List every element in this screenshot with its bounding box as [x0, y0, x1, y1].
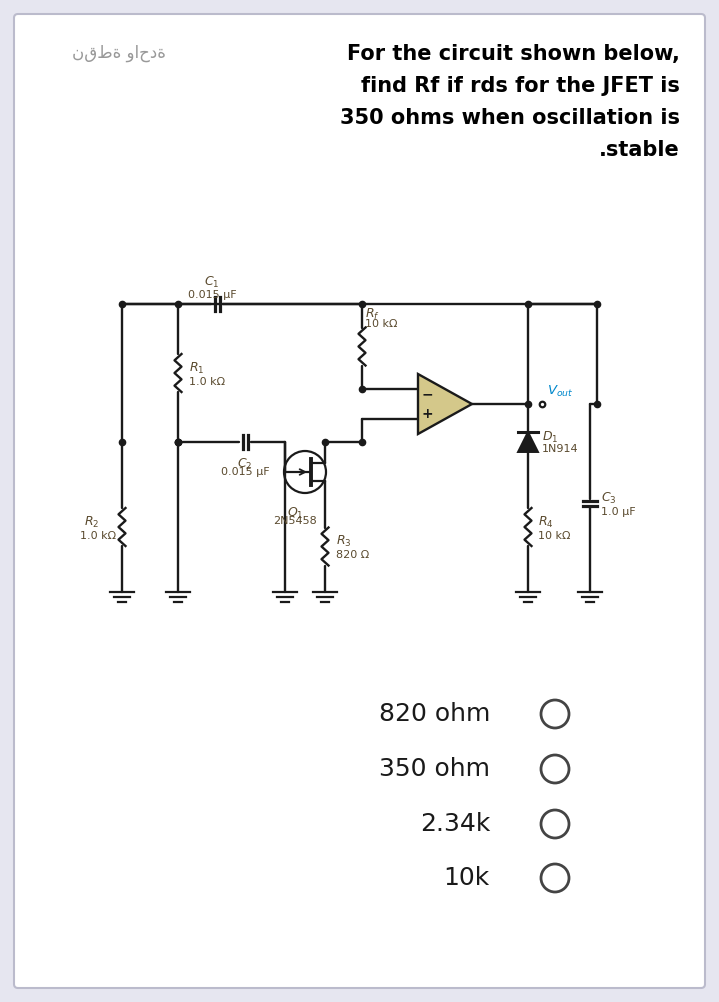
Text: 1.0 kΩ: 1.0 kΩ	[189, 377, 225, 387]
Text: 10 kΩ: 10 kΩ	[365, 319, 398, 329]
Text: +: +	[421, 407, 433, 421]
Text: $C_1$: $C_1$	[204, 275, 220, 290]
Text: 820 Ω: 820 Ω	[336, 550, 370, 560]
Text: For the circuit shown below,: For the circuit shown below,	[347, 44, 680, 64]
Text: 10 kΩ: 10 kΩ	[538, 531, 570, 541]
Text: 10k: 10k	[444, 866, 490, 890]
Text: $R_2$: $R_2$	[84, 514, 99, 529]
Text: 350 ohms when oscillation is: 350 ohms when oscillation is	[340, 108, 680, 128]
Text: 1N914: 1N914	[542, 444, 579, 454]
Text: $Q_1$: $Q_1$	[287, 506, 303, 521]
Text: 820 ohm: 820 ohm	[379, 702, 490, 726]
Text: $R_3$: $R_3$	[336, 534, 352, 549]
Text: 0.015 μF: 0.015 μF	[221, 467, 270, 477]
Text: $R_f$: $R_f$	[365, 307, 380, 322]
Polygon shape	[418, 374, 472, 434]
Text: 1.0 kΩ: 1.0 kΩ	[80, 531, 116, 541]
Text: 2N5458: 2N5458	[273, 516, 317, 526]
Text: $R_1$: $R_1$	[189, 361, 204, 376]
Text: 0.015 μF: 0.015 μF	[188, 290, 237, 300]
Text: −: −	[421, 387, 433, 401]
Text: 1.0 μF: 1.0 μF	[601, 507, 636, 517]
Text: $V_{out}$: $V_{out}$	[547, 384, 574, 399]
Text: 350 ohm: 350 ohm	[379, 757, 490, 781]
Text: $C_3$: $C_3$	[601, 490, 617, 506]
Text: .stable: .stable	[599, 140, 680, 160]
Text: $C_2$: $C_2$	[237, 457, 252, 472]
Text: $D_1$: $D_1$	[542, 430, 559, 445]
Text: find Rf if rds for the JFET is: find Rf if rds for the JFET is	[361, 76, 680, 96]
FancyBboxPatch shape	[14, 14, 705, 988]
Text: نقطة واحدة: نقطة واحدة	[72, 44, 166, 62]
Text: 2.34k: 2.34k	[420, 812, 490, 836]
Text: $R_4$: $R_4$	[538, 514, 554, 529]
Polygon shape	[518, 432, 538, 452]
